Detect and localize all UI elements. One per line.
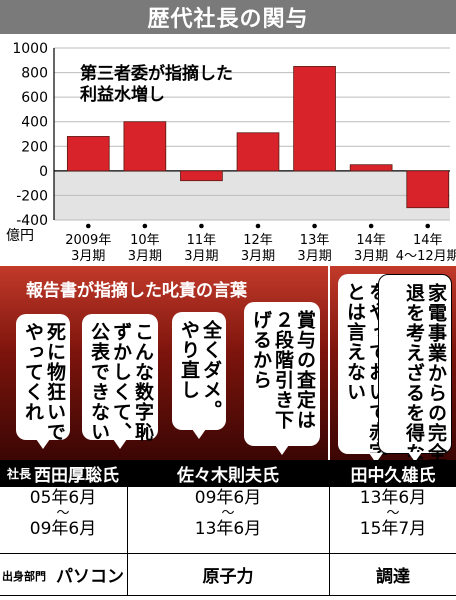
- tick-dot: [142, 223, 148, 229]
- president-name-cell: 佐々木則夫氏: [128, 460, 328, 487]
- bar: [236, 132, 280, 172]
- quote-bubble: 死に物狂いで やってくれ: [16, 314, 70, 449]
- tick-dot: [425, 223, 431, 229]
- x-tick-label: 3月期: [71, 249, 105, 264]
- y-axis-label: 億円: [6, 228, 34, 244]
- x-tick-label: 11年: [187, 233, 217, 248]
- y-tick-label: -200: [16, 188, 48, 204]
- x-tick-label: 12年: [243, 233, 273, 248]
- term-cell: 05年6月 〜 09年6月: [0, 489, 126, 551]
- tick-dot: [199, 223, 204, 229]
- bar: [349, 164, 393, 172]
- y-tick-label: 1000: [12, 41, 48, 57]
- chart-annotation: 第三者委が指摘した 利益水増し: [80, 64, 233, 105]
- term-end: 15年7月: [359, 519, 427, 539]
- term-cell: 13年6月 〜 15年7月: [330, 489, 456, 551]
- x-tick-label: 4〜12月期: [396, 249, 456, 264]
- y-tick-label: 0: [39, 164, 48, 180]
- x-tick-label: 3月期: [297, 249, 331, 264]
- bar: [293, 66, 336, 172]
- tick-dot: [312, 223, 317, 229]
- tick-dot: [368, 223, 374, 229]
- x-tick-label: 3月期: [354, 249, 388, 264]
- president-name-bar: 社長 西田厚聡氏 佐々木則夫氏 田中久雄氏: [0, 460, 456, 487]
- y-tick-label: 400: [21, 115, 48, 131]
- y-tick-label: 200: [21, 139, 48, 155]
- term-start: 13年6月: [359, 488, 427, 508]
- term-end: 13年6月: [194, 519, 262, 539]
- column-divider: [329, 487, 330, 595]
- x-tick-label: 3月期: [241, 249, 275, 264]
- tick-dot: [85, 223, 91, 229]
- x-tick-label: 13年: [300, 233, 330, 248]
- page-title: 歴代社長の関与: [0, 0, 456, 34]
- quote-bubble: 全くダメ。 やり直し: [172, 312, 226, 439]
- table-divider: [0, 553, 456, 554]
- bar: [123, 121, 167, 172]
- term-start: 05年6月: [29, 488, 97, 508]
- president-name: 佐々木則夫氏: [177, 466, 279, 486]
- president-name-cell: 社長 西田厚聡氏: [0, 460, 126, 487]
- term-end: 09年6月: [29, 519, 97, 539]
- page-title-text: 歴代社長の関与: [147, 7, 309, 32]
- y-tick-label: -400: [16, 213, 48, 229]
- president-name: 西田厚聡氏: [34, 466, 119, 486]
- quote-bubble: こんな数字恥 ずかしくて、 公表できない: [82, 314, 158, 449]
- dept-cell: 原子力: [202, 566, 254, 587]
- y-tick-label: 600: [21, 90, 48, 106]
- x-tick-label: 14年: [413, 233, 443, 248]
- dept-cell: 調達: [376, 566, 410, 587]
- x-tick-label: 2009年: [65, 233, 111, 248]
- dept-label: 出身部門: [2, 570, 46, 583]
- role-label: 社長: [6, 467, 31, 481]
- term-tilde: 〜: [221, 506, 235, 521]
- quote-bubble: 賞与の査定は ２段階引き下 げるから: [244, 302, 320, 455]
- quotes-header: 報告書が指摘した叱責の言葉: [26, 281, 247, 301]
- x-tick-label: 3月期: [184, 249, 218, 264]
- term-start: 09年6月: [194, 488, 262, 508]
- bar: [66, 136, 110, 172]
- president-name: 田中久雄氏: [350, 466, 436, 486]
- term-tilde: 〜: [56, 506, 70, 521]
- term-cell: 09年6月 〜 13年6月: [128, 489, 328, 551]
- table-divider: [0, 595, 456, 596]
- column-divider: [127, 487, 128, 595]
- tick-dot: [255, 223, 261, 229]
- president-name-cell: 田中久雄氏: [330, 460, 456, 487]
- bar: [180, 170, 223, 182]
- x-tick-label: 14年: [356, 233, 386, 248]
- bar: [406, 170, 450, 209]
- x-tick-label: 3月期: [128, 249, 162, 264]
- term-tilde: 〜: [386, 506, 400, 521]
- quote-bubble: 家電事業からの完全撤 退を考えざるを得ない: [378, 274, 452, 483]
- y-tick-label: 800: [21, 66, 48, 82]
- dept-cell: パソコン: [56, 566, 124, 587]
- x-tick-label: 10年: [130, 233, 160, 248]
